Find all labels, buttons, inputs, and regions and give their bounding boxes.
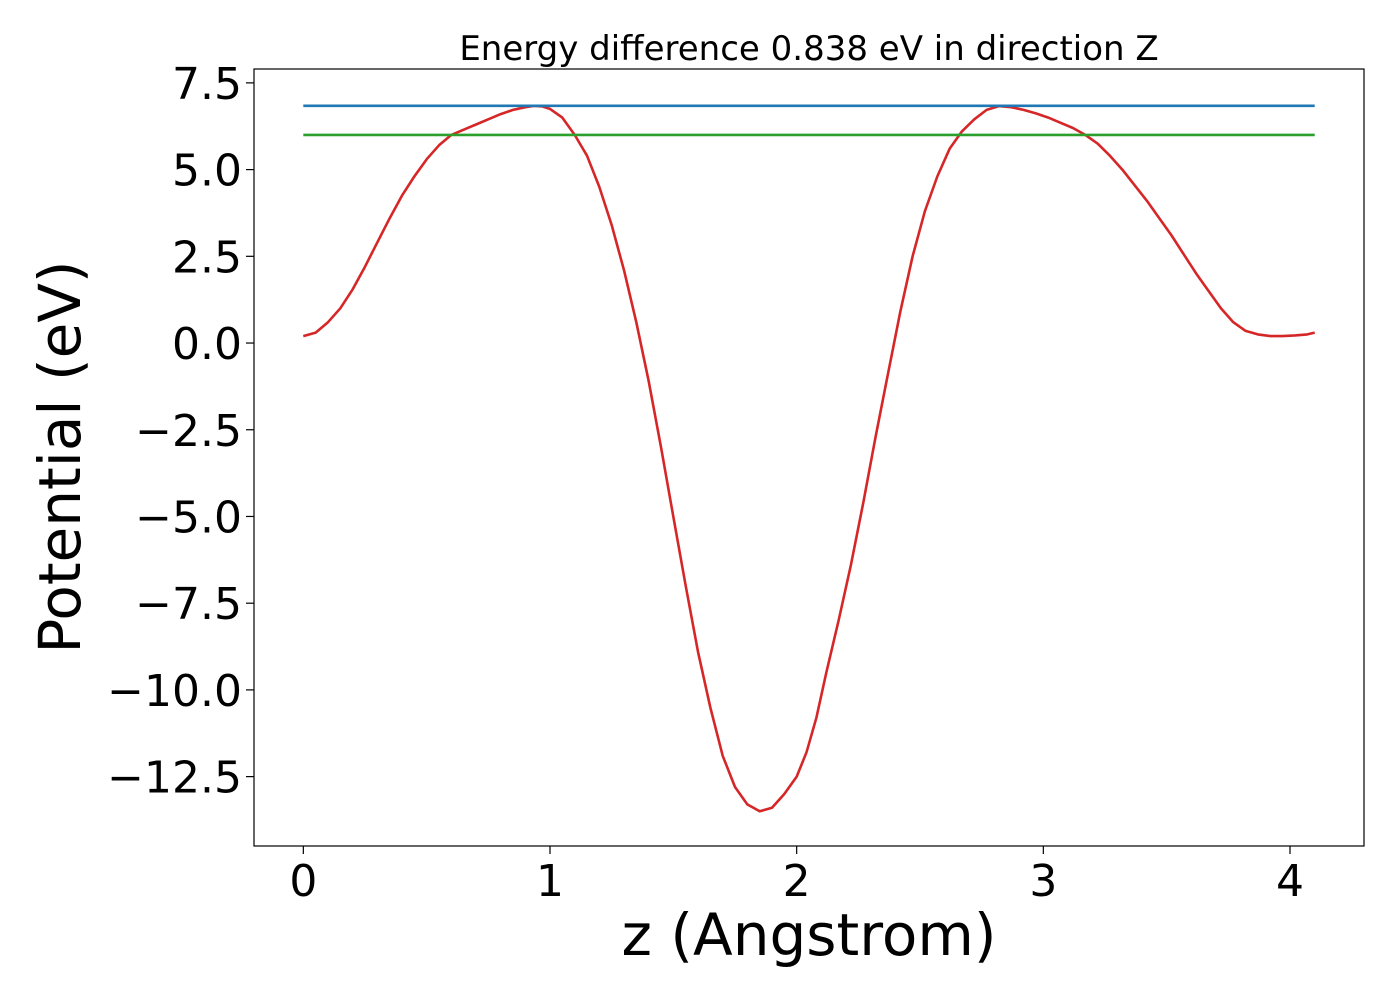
x-tick-label: 1 [536,856,564,907]
x-tick-label: 2 [783,856,811,907]
x-axis-label: z (Angstrom) [622,901,997,969]
y-axis-ticks: 7.5 5.0 2.5 0.0 −2.5 −5.0 −7.5 −10.0 −12.5 [107,59,254,804]
chart-title: Energy difference 0.838 eV in direction … [459,29,1158,69]
axes-frame [253,68,1365,847]
y-tick-label: 5.0 [172,146,242,197]
y-tick-label: −2.5 [135,406,242,457]
x-tick-label: 0 [289,856,317,907]
x-tick-label: 3 [1029,856,1057,907]
x-axis-ticks: 0 1 2 3 4 [289,846,1304,907]
series-line-0 [302,104,1316,813]
series-group [302,104,1316,813]
y-tick-label: −12.5 [107,753,242,804]
y-tick-label: −10.0 [107,666,242,717]
y-axis-label: Potential (eV) [26,260,94,653]
y-tick-label: −7.5 [135,579,242,630]
y-tick-label: 7.5 [172,59,242,110]
x-tick-label: 4 [1276,856,1304,907]
y-tick-label: 2.5 [172,232,242,283]
y-tick-label: 0.0 [172,319,242,370]
y-tick-label: −5.0 [135,492,242,543]
